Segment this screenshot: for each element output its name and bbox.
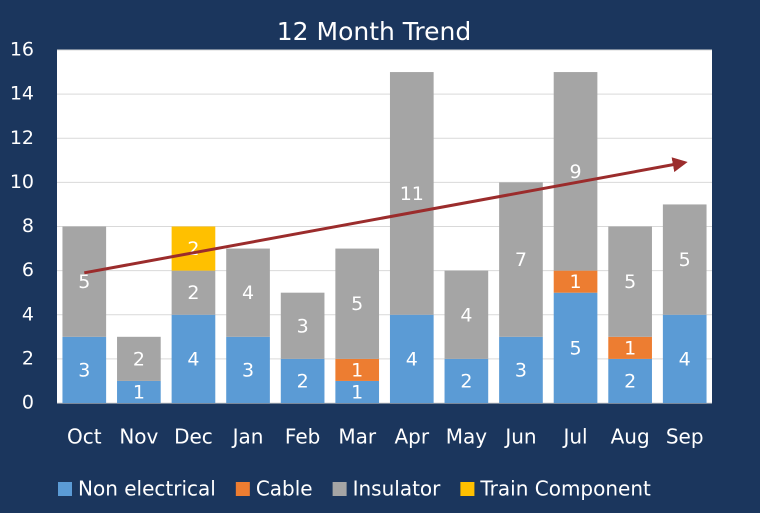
bar-segment [389,72,434,315]
value-label: 3 [78,359,90,381]
y-tick-label: 10 [10,171,34,193]
value-label: 4 [679,348,691,370]
value-label: 1 [133,381,145,403]
x-tick-label: Feb [285,425,320,449]
chart-title: 12 Month Trend [277,17,471,46]
value-label: 4 [460,304,472,326]
x-tick-label: Jun [503,425,536,449]
value-label: 2 [624,370,636,392]
y-tick-label: 14 [10,83,34,105]
bar-segment [499,336,543,403]
x-tick-label: Jul [561,425,587,449]
value-label: 3 [297,315,309,337]
bar-segment [662,204,707,315]
value-label: 1 [351,359,363,381]
bar-segment [335,358,380,381]
value-label: 4 [406,348,418,370]
legend-label: Cable [256,477,313,501]
legend-swatch [235,482,250,496]
value-label: 7 [515,249,527,271]
bar-segment [171,270,216,315]
value-label: 1 [569,271,581,293]
bar-segment [444,358,489,403]
x-tick-label: May [446,425,488,449]
legend-swatch [332,482,347,496]
bar-segment [117,336,161,381]
value-label: 2 [297,370,309,392]
bar-segment [226,336,270,403]
value-label: 3 [515,359,527,381]
legend-swatch [58,482,72,496]
bar-segment [171,314,216,403]
y-tick-label: 8 [22,215,34,237]
bar-segment [226,248,270,337]
bar-segment [280,292,325,359]
y-tick-label: 0 [22,392,34,414]
value-label: 2 [133,348,145,370]
bar-segment [335,248,380,359]
legend-label: Non electrical [78,477,216,501]
bar-segment [608,358,652,403]
x-tick-label: Oct [67,425,102,449]
y-tick-label: 2 [22,347,34,369]
y-tick-label: 4 [22,303,34,325]
value-label: 5 [351,293,363,315]
bar-segment [335,380,380,403]
value-label: 4 [187,348,199,370]
bar-segment [608,226,652,337]
bar-segment [553,292,598,403]
x-tick-label: Mar [338,425,377,449]
value-label: 2 [187,238,199,260]
y-tick-label: 6 [22,259,34,281]
value-label: 5 [569,337,581,359]
x-tick-label: Nov [119,425,158,449]
legend-swatch [460,482,475,496]
value-label: 3 [242,359,254,381]
value-label: 4 [242,282,254,304]
value-label: 5 [679,249,691,271]
bar-segment [171,226,216,271]
value-label: 2 [187,282,199,304]
bar-segment [444,270,489,359]
bar-segment [499,182,543,337]
bar-segment [117,380,161,403]
x-tick-label: Aug [611,425,650,449]
legend-label: Insulator [353,477,442,501]
bar-segment [389,314,434,403]
x-tick-label: Sep [666,425,704,449]
bar-segment [62,226,107,337]
trend-line [84,157,688,275]
x-tick-label: Dec [174,425,213,449]
bar-segment [662,314,707,403]
bar-segment [553,270,598,293]
bar-segment [553,72,598,271]
value-label: 5 [78,271,90,293]
value-label: 9 [569,161,581,183]
value-label: 11 [400,183,424,205]
x-tick-label: Jan [231,425,264,449]
y-tick-label: 16 [10,39,34,61]
x-tick-label: Apr [394,425,429,449]
value-label: 2 [460,370,472,392]
value-label: 5 [624,271,636,293]
bar-segment [62,336,107,403]
y-tick-label: 12 [10,127,34,149]
value-label: 1 [624,337,636,359]
value-label: 1 [351,381,363,403]
bar-segment [280,358,325,403]
bar-segment [608,336,652,359]
legend-label: Train Component [479,477,651,501]
